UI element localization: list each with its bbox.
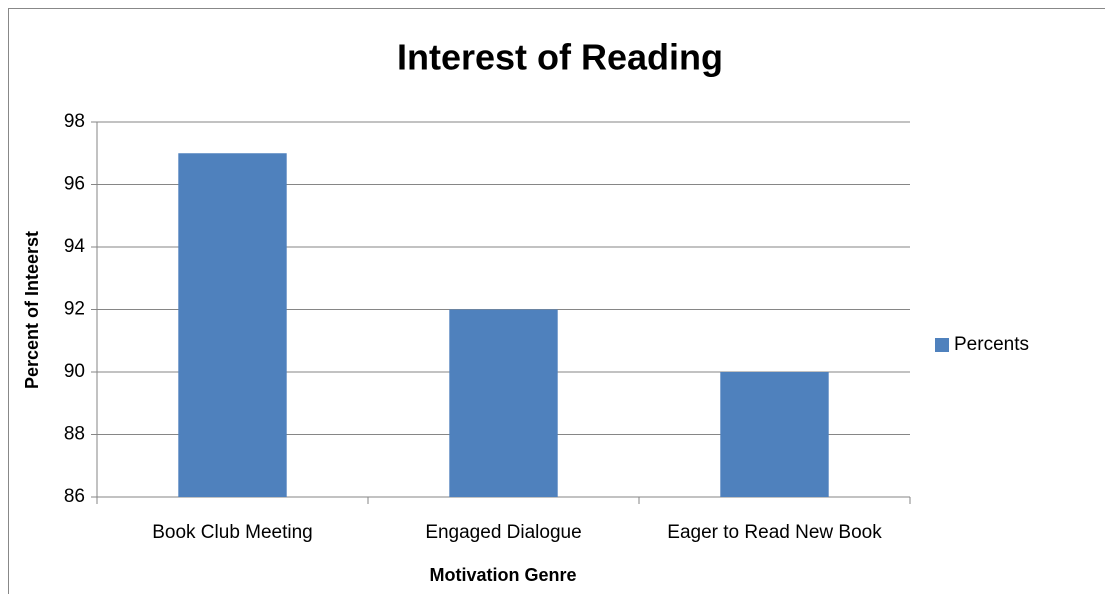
bar: [449, 309, 558, 497]
x-tick-label: Engaged Dialogue: [425, 522, 581, 543]
x-tick-label: Eager to Read New Book: [667, 522, 882, 543]
chart-title: Interest of Reading: [397, 37, 723, 78]
legend-label: Percents: [954, 334, 1029, 355]
chart-border: [8, 8, 1105, 594]
y-tick-label: 98: [64, 111, 85, 132]
y-tick-label: 94: [64, 236, 86, 257]
bar: [720, 372, 829, 497]
y-tick-label: 92: [64, 299, 85, 320]
y-tick-label: 90: [64, 361, 85, 382]
y-tick-label: 86: [64, 486, 85, 507]
bar: [178, 153, 287, 497]
x-tick-label: Book Club Meeting: [152, 522, 313, 543]
y-tick-label: 88: [64, 424, 85, 445]
y-tick-label: 96: [64, 174, 85, 195]
x-axis-title: Motivation Genre: [429, 565, 576, 585]
legend-swatch: [935, 338, 949, 352]
y-axis-title: Percent of Inteerst: [22, 231, 42, 389]
